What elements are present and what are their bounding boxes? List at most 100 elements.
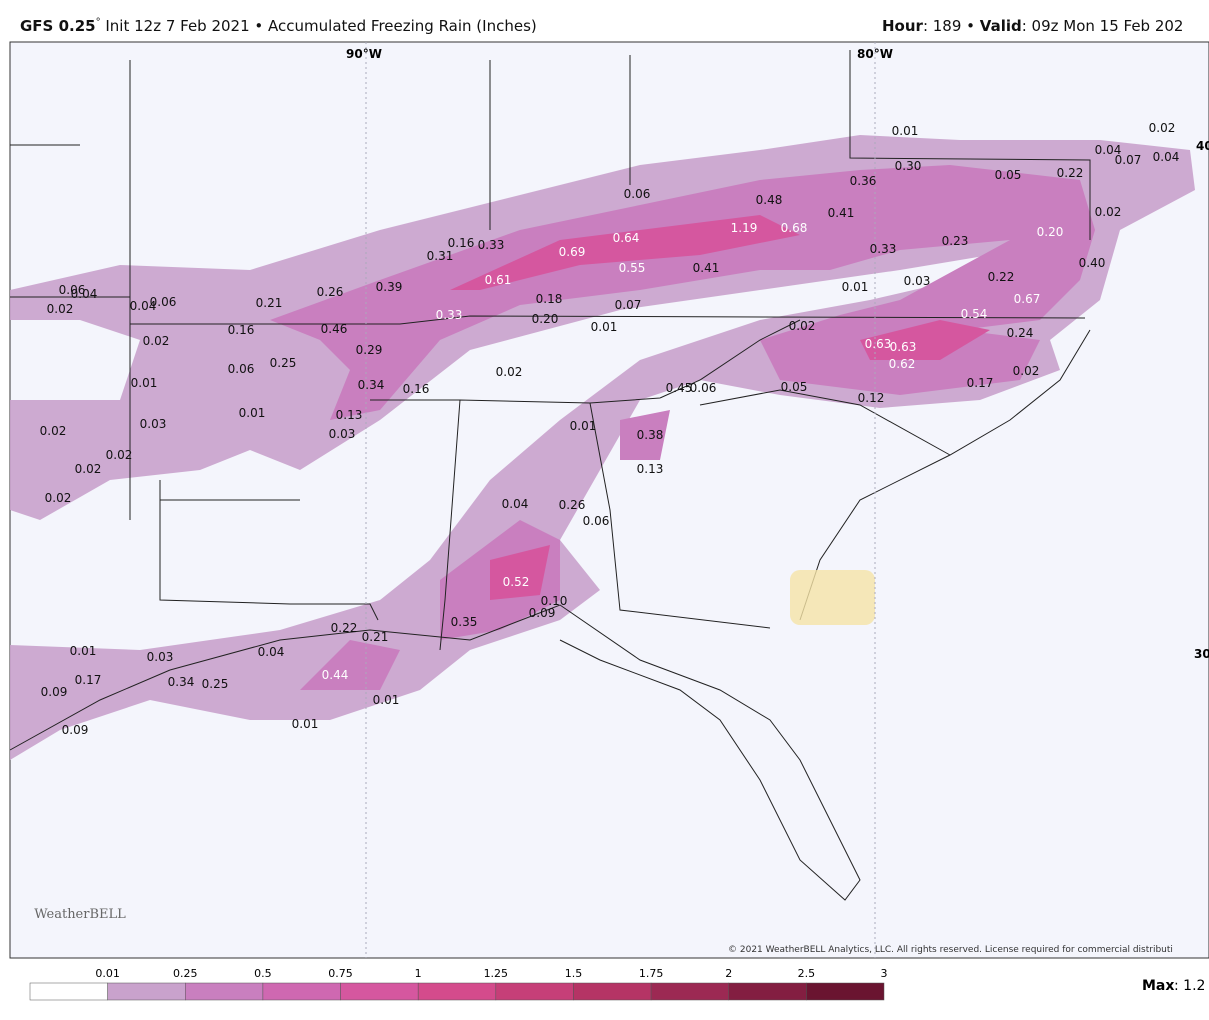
value-label: 0.02 <box>106 448 133 462</box>
value-label: 0.13 <box>637 462 664 476</box>
valid-label: Valid <box>979 17 1022 35</box>
value-label: 0.09 <box>41 685 68 699</box>
copyright: © 2021 WeatherBELL Analytics, LLC. All r… <box>728 945 1173 955</box>
colorbar-tick: 1.25 <box>484 967 509 980</box>
value-label: 0.04 <box>1153 150 1180 164</box>
value-label: 0.54 <box>961 307 988 321</box>
value-label: 0.36 <box>850 174 877 188</box>
colorbar-swatch <box>107 982 186 1001</box>
value-label: 0.41 <box>693 261 720 275</box>
value-label: 0.09 <box>62 723 89 737</box>
value-label: 0.03 <box>904 274 931 288</box>
value-label: 0.31 <box>427 249 454 263</box>
freezing-rain-heavy <box>450 215 990 600</box>
value-label: 0.04 <box>502 497 529 511</box>
freezing-rain-light <box>10 135 1195 760</box>
value-label: 0.01 <box>373 693 400 707</box>
value-label: 0.02 <box>789 319 816 333</box>
value-label: 0.02 <box>75 462 102 476</box>
value-label: 0.21 <box>256 296 283 310</box>
value-label: 0.20 <box>532 312 559 326</box>
highlight <box>790 570 875 625</box>
value-label: 0.01 <box>292 717 319 731</box>
value-label: 0.26 <box>559 498 586 512</box>
value-label: 0.33 <box>436 308 463 322</box>
colorbar-swatch <box>185 982 264 1001</box>
value-label: 0.06 <box>150 295 177 309</box>
colorbar-swatch <box>728 982 807 1001</box>
value-label: 0.10 <box>541 594 568 608</box>
value-label: 0.05 <box>995 168 1022 182</box>
value-label: 0.61 <box>485 273 512 287</box>
colorbar-swatch <box>650 982 729 1001</box>
value-label: 0.23 <box>942 234 969 248</box>
value-label: 0.01 <box>570 419 597 433</box>
value-label: 0.02 <box>1095 205 1122 219</box>
colorbar: 0.01 0.25 0.5 0.75 1 1.25 1.5 1.75 2 2.5 3 <box>29 967 888 1001</box>
colorbar-swatch <box>495 982 574 1001</box>
value-label: 0.02 <box>1149 121 1176 135</box>
value-label: 0.25 <box>270 356 297 370</box>
value-label: 0.40 <box>1079 256 1106 270</box>
value-label: 0.30 <box>895 159 922 173</box>
degree: ° <box>95 17 101 28</box>
value-label: 0.38 <box>637 428 664 442</box>
value-label: 0.63 <box>890 340 917 354</box>
value-label: 0.06 <box>690 381 717 395</box>
value-label: 0.55 <box>619 261 646 275</box>
value-label: 0.68 <box>781 221 808 235</box>
value-label: 0.33 <box>478 238 505 252</box>
colorbar-swatch <box>417 982 497 1001</box>
value-label: 0.46 <box>321 322 348 336</box>
value-label: 0.16 <box>448 236 475 250</box>
value-label: 0.09 <box>529 606 556 620</box>
hour-label: Hour <box>882 17 923 35</box>
value-label: 0.34 <box>358 378 385 392</box>
max-label: Max <box>1142 978 1174 994</box>
valid-info: Hour: 189 • Valid: 09z Mon 15 Feb 202 <box>882 17 1183 35</box>
value-label: 0.18 <box>536 292 563 306</box>
value-label: 0.39 <box>376 280 403 294</box>
value-label: 0.03 <box>329 427 356 441</box>
value-label: 0.62 <box>889 357 916 371</box>
value-label: 0.24 <box>1007 326 1034 340</box>
value-label: 0.04 <box>71 287 98 301</box>
value-label: 0.02 <box>143 334 170 348</box>
value-label: 0.45 <box>666 381 693 395</box>
value-label: 0.26 <box>317 285 344 299</box>
grid-label: 80°W <box>857 47 893 61</box>
value-label: 0.02 <box>1013 364 1040 378</box>
grid-label: 40 <box>1196 139 1209 153</box>
grid-label: 30 <box>1194 647 1209 661</box>
value-label: 0.01 <box>131 376 158 390</box>
colorbar-tick: 1 <box>415 967 422 980</box>
value-label: 0.07 <box>1115 153 1142 167</box>
value-label: 0.05 <box>781 380 808 394</box>
borders <box>9 50 1091 901</box>
value-label: 0.12 <box>858 391 885 405</box>
value-label: 0.04 <box>258 645 285 659</box>
colorbar-tick: 0.01 <box>95 967 120 980</box>
value-label: 0.20 <box>1037 225 1064 239</box>
title: GFS 0.25° Init 12z 7 Feb 2021 • Accumula… <box>20 17 537 35</box>
value-label: 0.02 <box>40 424 67 438</box>
value-label: 0.07 <box>615 298 642 312</box>
value-label: 0.17 <box>967 376 994 390</box>
value-label: 0.16 <box>403 382 430 396</box>
logo: WeatherBELL <box>34 907 126 922</box>
value-label: 1.19 <box>731 221 758 235</box>
value-label: 0.22 <box>331 621 358 635</box>
max-value: : 1.2 <box>1174 978 1205 994</box>
value-label: 0.67 <box>1014 292 1041 306</box>
valid-value: : 09z Mon 15 Feb 202 <box>1021 17 1184 35</box>
value-label: 0.44 <box>322 668 349 682</box>
value-label: 0.41 <box>828 206 855 220</box>
grid-label: 90°W <box>346 47 382 61</box>
colorbar-swatch <box>29 982 108 1001</box>
value-label: 0.01 <box>591 320 618 334</box>
value-label: 0.02 <box>45 491 72 505</box>
colorbar-tick: 2.5 <box>798 967 816 980</box>
model: GFS 0.25 <box>20 17 96 35</box>
value-label: 0.48 <box>756 193 783 207</box>
